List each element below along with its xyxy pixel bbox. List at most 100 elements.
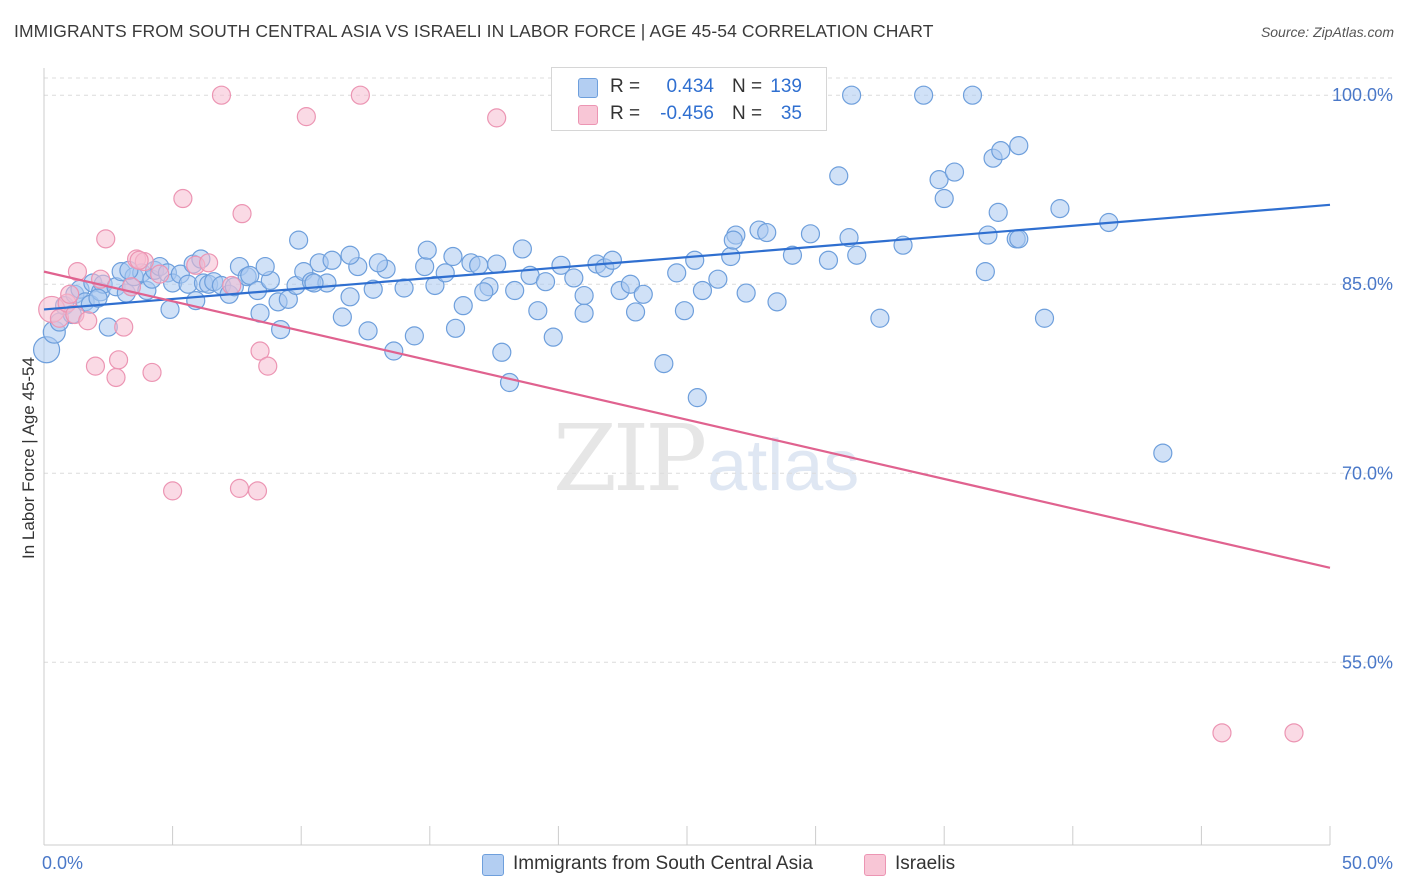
data-point <box>289 230 309 250</box>
data-point <box>368 253 388 273</box>
data-point <box>469 255 489 275</box>
data-point <box>929 170 949 190</box>
data-point <box>350 85 370 105</box>
data-point <box>258 356 278 376</box>
data-point <box>1050 199 1070 219</box>
data-point <box>222 275 242 296</box>
legend-r-label: R = <box>610 76 641 97</box>
chart-title: IMMIGRANTS FROM SOUTH CENTRAL ASIA VS IS… <box>14 21 934 41</box>
data-point <box>96 229 116 249</box>
legend-n-label: N = <box>732 76 763 97</box>
trend-line-israelis <box>43 270 1331 569</box>
data-point <box>1212 723 1232 743</box>
data-point <box>687 388 707 408</box>
legend-row-series2: R = -0.456 N = 35 <box>552 101 826 129</box>
data-point <box>602 250 623 270</box>
data-point <box>978 225 998 245</box>
data-point <box>620 274 641 294</box>
data-point <box>247 481 268 501</box>
series-legend: Immigrants from South Central Asia Israe… <box>0 852 1406 878</box>
data-point <box>505 280 525 301</box>
data-point <box>443 246 463 267</box>
y-axis-title: In Labor Force | Age 45-54 <box>19 357 38 559</box>
data-point <box>415 256 435 277</box>
data-point <box>818 250 839 270</box>
trend-line-south-central-asia <box>43 203 1331 311</box>
axes <box>43 68 1331 846</box>
data-point <box>255 256 275 277</box>
data-point <box>847 245 867 265</box>
tick-labels: 55.0% 70.0% 85.0% 100.0% 0.0% 50.0% <box>42 85 1393 873</box>
data-point <box>404 326 424 346</box>
data-point <box>842 85 862 105</box>
legend-n-value: 35 <box>780 103 802 124</box>
legend-swatch-blue <box>482 854 504 876</box>
data-point <box>1034 308 1055 328</box>
y-tick-label: 55.0% <box>1342 652 1393 672</box>
data-point <box>625 302 646 322</box>
data-point <box>229 478 250 498</box>
data-point <box>108 350 129 370</box>
data-point <box>667 263 687 283</box>
data-point <box>129 250 149 270</box>
data-point <box>499 372 520 393</box>
legend-r-value: -0.456 <box>660 103 714 124</box>
data-point <box>487 254 507 274</box>
data-point <box>240 265 260 286</box>
correlation-legend: R = 0.434 N = 139 R = -0.456 N = 35 <box>551 67 827 131</box>
legend-label-series2: Israelis <box>895 853 956 874</box>
watermark: ZIPatlas <box>553 405 859 512</box>
data-point <box>211 85 232 105</box>
data-point <box>78 311 98 331</box>
data-point <box>767 292 787 312</box>
data-point <box>1284 723 1304 743</box>
data-point <box>723 230 743 250</box>
data-point <box>674 301 695 321</box>
legend-swatch-pink <box>864 854 886 876</box>
watermark-atlas: atlas <box>707 426 860 506</box>
data-point <box>363 279 383 299</box>
data-point <box>173 188 193 209</box>
legend-r-value: 0.434 <box>666 76 714 97</box>
data-point <box>232 204 252 224</box>
data-point <box>332 307 352 327</box>
data-point <box>633 284 653 304</box>
legend-swatch-pink <box>578 105 598 125</box>
data-point <box>574 285 594 306</box>
data-point <box>988 202 1008 222</box>
data-point <box>1153 443 1173 463</box>
watermark-zip: ZIP <box>553 405 707 512</box>
data-point <box>199 253 219 273</box>
data-point <box>654 354 674 374</box>
data-point <box>474 282 494 302</box>
data-point <box>962 85 983 105</box>
data-point <box>1009 229 1029 249</box>
data-point <box>975 262 995 282</box>
data-point <box>322 250 342 270</box>
data-point <box>114 317 134 337</box>
grid-lines <box>44 77 1395 663</box>
series-south-central-asia-points <box>32 85 1173 463</box>
data-point <box>67 262 88 282</box>
legend-swatch-blue <box>578 78 598 98</box>
legend-r-label: R = <box>610 103 641 124</box>
data-point <box>914 85 934 105</box>
data-point <box>492 342 512 362</box>
data-point <box>528 301 548 321</box>
data-point <box>60 284 80 304</box>
data-point <box>142 362 162 383</box>
data-point <box>535 272 556 292</box>
data-point <box>271 319 291 340</box>
data-point <box>296 107 316 127</box>
data-point <box>435 263 455 283</box>
data-point <box>1009 136 1029 156</box>
data-point <box>340 287 360 307</box>
data-point <box>163 481 183 501</box>
data-point <box>394 278 414 298</box>
data-point <box>543 327 563 347</box>
data-point <box>829 166 849 186</box>
x-tick-label: 50.0% <box>1342 853 1393 873</box>
data-point <box>991 141 1011 161</box>
data-point <box>250 341 270 361</box>
